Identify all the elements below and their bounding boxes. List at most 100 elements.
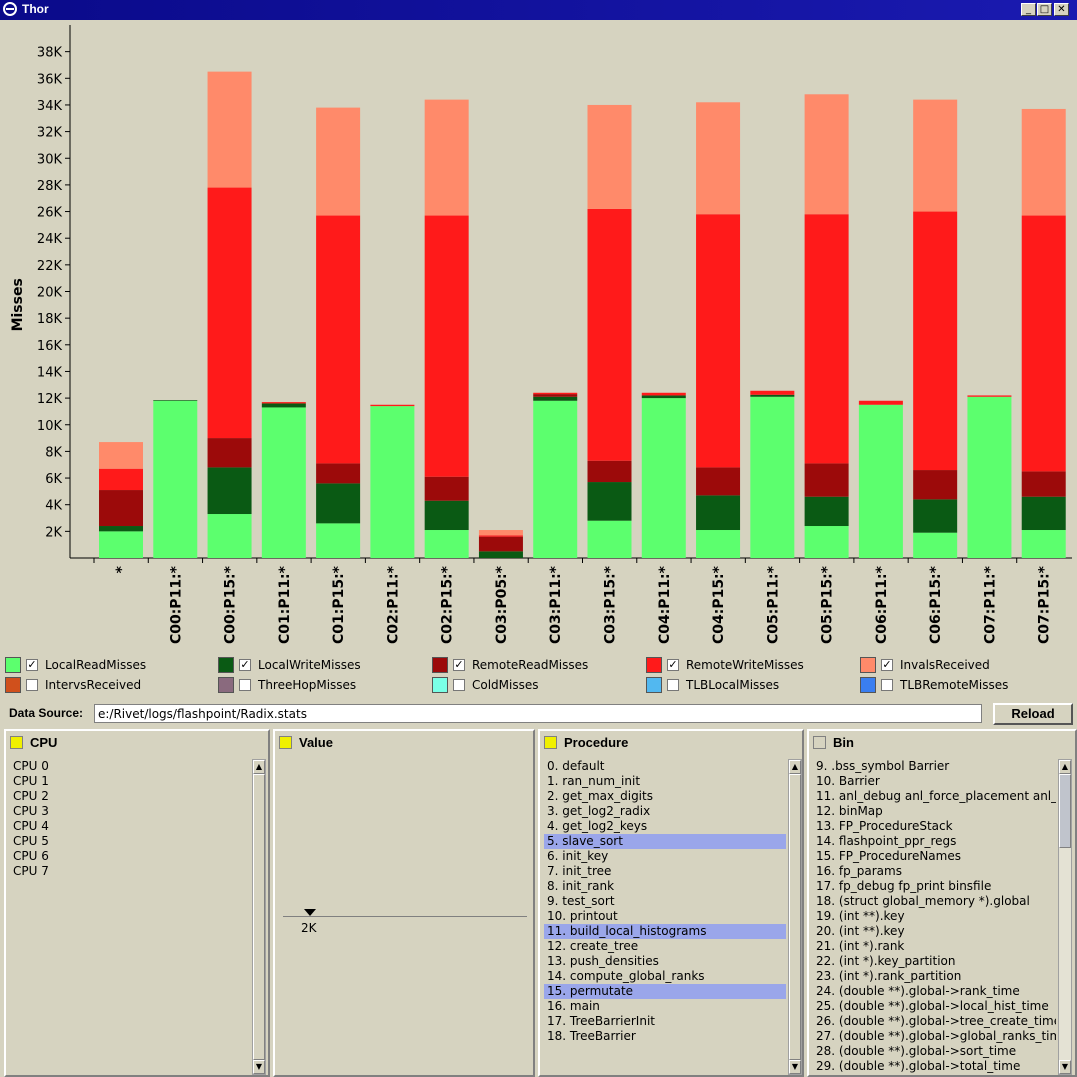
- legend-swatch[interactable]: [218, 657, 234, 673]
- bin-list-item[interactable]: 23. (int *).rank_partition: [816, 969, 962, 983]
- procedure-list-item[interactable]: 18. TreeBarrier: [547, 1029, 636, 1043]
- chart-svg: 2K 4K 6K 8K 10K 12K 14K 16K 18K 20K 22K 24K 26K 28K 30…: [10, 25, 1072, 644]
- bar-segment-RemoteWriteMisses: [967, 395, 1012, 397]
- bin-list-item[interactable]: 10. Barrier: [816, 774, 880, 788]
- legend-checkbox[interactable]: [239, 679, 251, 691]
- bar-segment-RemoteWriteMisses: [261, 402, 306, 404]
- cpu-list-item[interactable]: CPU 5: [13, 834, 49, 848]
- legend-swatch[interactable]: [432, 657, 448, 673]
- scroll-up-icon[interactable]: ▲: [253, 760, 265, 774]
- bin-list-item[interactable]: 25. (double **).global->local_hist_time: [816, 999, 1049, 1013]
- legend-checkbox[interactable]: [881, 679, 893, 691]
- scroll-down-icon[interactable]: ▼: [789, 1060, 801, 1074]
- legend-swatch[interactable]: [5, 677, 21, 693]
- procedure-list-item[interactable]: 17. TreeBarrierInit: [547, 1014, 655, 1028]
- scroll-up-icon[interactable]: ▲: [1059, 760, 1071, 774]
- bin-list-item[interactable]: 27. (double **).global->global_ranks_tim…: [816, 1029, 1056, 1043]
- procedure-list-item[interactable]: 13. push_densities: [547, 954, 659, 968]
- bar-segment-RemoteWriteMisses: [370, 404, 415, 407]
- bin-list-item[interactable]: 14. flashpoint_ppr_regs: [816, 834, 957, 848]
- value-color-swatch[interactable]: [279, 736, 292, 749]
- legend-checkbox[interactable]: ✓: [239, 658, 251, 671]
- legend-checkbox[interactable]: [453, 679, 465, 691]
- bin-list-item[interactable]: 28. (double **).global->sort_time: [816, 1044, 1017, 1058]
- procedure-list-item[interactable]: 11. build_local_histograms: [544, 924, 786, 939]
- procedure-list-item[interactable]: 8. init_rank: [547, 879, 615, 893]
- bin-list-item[interactable]: 20. (int **).key: [816, 924, 905, 938]
- bin-color-swatch[interactable]: [813, 736, 826, 749]
- value-slider-track[interactable]: [283, 916, 527, 917]
- bin-list-item[interactable]: 13. FP_ProcedureStack: [816, 819, 953, 833]
- legend-checkbox[interactable]: [26, 679, 38, 691]
- x-tick-label: C04:P11:*: [657, 565, 673, 644]
- procedure-list-item[interactable]: 3. get_log2_radix: [547, 804, 651, 818]
- procedure-list-item[interactable]: 0. default: [547, 759, 605, 773]
- bin-list-item[interactable]: 21. (int *).rank: [816, 939, 905, 953]
- bin-list-item[interactable]: 29. (double **).global->total_time: [816, 1059, 1021, 1073]
- procedure-list-item[interactable]: 1. ran_num_init: [547, 774, 641, 788]
- cpu-scrollbar[interactable]: ▲ ▼: [252, 759, 266, 1075]
- legend-swatch[interactable]: [646, 677, 662, 693]
- reload-button[interactable]: Reload: [993, 703, 1073, 725]
- legend-swatch[interactable]: [5, 657, 21, 673]
- bin-list-item[interactable]: 9. .bss_symbol Barrier: [816, 759, 950, 773]
- scroll-up-icon[interactable]: ▲: [789, 760, 801, 774]
- bin-list-item[interactable]: 26. (double **).global->tree_create_time: [816, 1014, 1056, 1028]
- cpu-list-item[interactable]: CPU 7: [13, 864, 49, 878]
- bin-list-item[interactable]: 17. fp_debug fp_print binsfile: [816, 879, 992, 893]
- legend-swatch[interactable]: [860, 677, 876, 693]
- procedure-list-item[interactable]: 12. create_tree: [547, 939, 639, 953]
- scroll-thumb[interactable]: [253, 774, 265, 1060]
- cpu-list-item[interactable]: CPU 4: [13, 819, 49, 833]
- legend-checkbox[interactable]: ✓: [26, 658, 38, 671]
- procedure-list-item[interactable]: 9. test_sort: [547, 894, 615, 908]
- procedure-list-item[interactable]: 6. init_key: [547, 849, 609, 863]
- bin-list-item[interactable]: 19. (int **).key: [816, 909, 905, 923]
- legend-checkbox[interactable]: ✓: [667, 658, 679, 671]
- procedure-list-item[interactable]: 2. get_max_digits: [547, 789, 653, 803]
- value-marker-icon[interactable]: [304, 909, 316, 916]
- cpu-list-item[interactable]: CPU 3: [13, 804, 49, 818]
- procedure-list-item[interactable]: 5. slave_sort: [544, 834, 786, 849]
- y-tick-label: 16K: [37, 339, 63, 354]
- scroll-thumb[interactable]: [1059, 774, 1071, 848]
- legend-swatch[interactable]: [218, 677, 234, 693]
- procedure-list-item[interactable]: 15. permutate: [544, 984, 786, 999]
- procedure-list-item[interactable]: 7. init_tree: [547, 864, 612, 878]
- bin-list-item[interactable]: 16. fp_params: [816, 864, 902, 878]
- maximize-button[interactable]: □: [1037, 3, 1052, 16]
- procedure-list-item[interactable]: 16. main: [547, 999, 600, 1013]
- data-source-input[interactable]: [94, 704, 982, 723]
- bar-segment-LocalReadMisses: [99, 531, 143, 558]
- bin-scrollbar[interactable]: ▲ ▼: [1058, 759, 1072, 1075]
- legend-checkbox[interactable]: ✓: [881, 658, 893, 671]
- close-button[interactable]: ✕: [1054, 3, 1069, 16]
- scroll-down-icon[interactable]: ▼: [253, 1060, 265, 1074]
- legend-checkbox[interactable]: ✓: [453, 658, 465, 671]
- bin-list-item[interactable]: 11. anl_debug anl_force_placement anl_p: [816, 789, 1056, 803]
- cpu-color-swatch[interactable]: [10, 736, 23, 749]
- procedure-scrollbar[interactable]: ▲ ▼: [788, 759, 802, 1075]
- procedure-list-item[interactable]: 4. get_log2_keys: [547, 819, 648, 833]
- legend-swatch[interactable]: [860, 657, 876, 673]
- cpu-list-item[interactable]: CPU 1: [13, 774, 49, 788]
- bin-list-item[interactable]: 15. FP_ProcedureNames: [816, 849, 961, 863]
- bin-list-item[interactable]: 12. binMap: [816, 804, 883, 818]
- procedure-list-item[interactable]: 10. printout: [547, 909, 618, 923]
- legend-checkbox[interactable]: [667, 679, 679, 691]
- procedure-list-item[interactable]: 14. compute_global_ranks: [547, 969, 705, 983]
- cpu-list-item[interactable]: CPU 0: [13, 759, 49, 773]
- bin-list-item[interactable]: 18. (struct global_memory *).global: [816, 894, 1030, 908]
- cpu-list-item[interactable]: CPU 2: [13, 789, 49, 803]
- legend-swatch[interactable]: [646, 657, 662, 673]
- legend-swatch[interactable]: [432, 677, 448, 693]
- bin-list-item[interactable]: 24. (double **).global->rank_time: [816, 984, 1020, 998]
- procedure-color-swatch[interactable]: [544, 736, 557, 749]
- bin-list-item[interactable]: 22. (int *).key_partition: [816, 954, 956, 968]
- bar-segment-LocalReadMisses: [804, 526, 849, 558]
- legend-label: RemoteWriteMisses: [686, 658, 804, 672]
- scroll-thumb[interactable]: [789, 774, 801, 1060]
- minimize-button[interactable]: _: [1021, 3, 1036, 16]
- scroll-down-icon[interactable]: ▼: [1059, 1060, 1071, 1074]
- cpu-list-item[interactable]: CPU 6: [13, 849, 49, 863]
